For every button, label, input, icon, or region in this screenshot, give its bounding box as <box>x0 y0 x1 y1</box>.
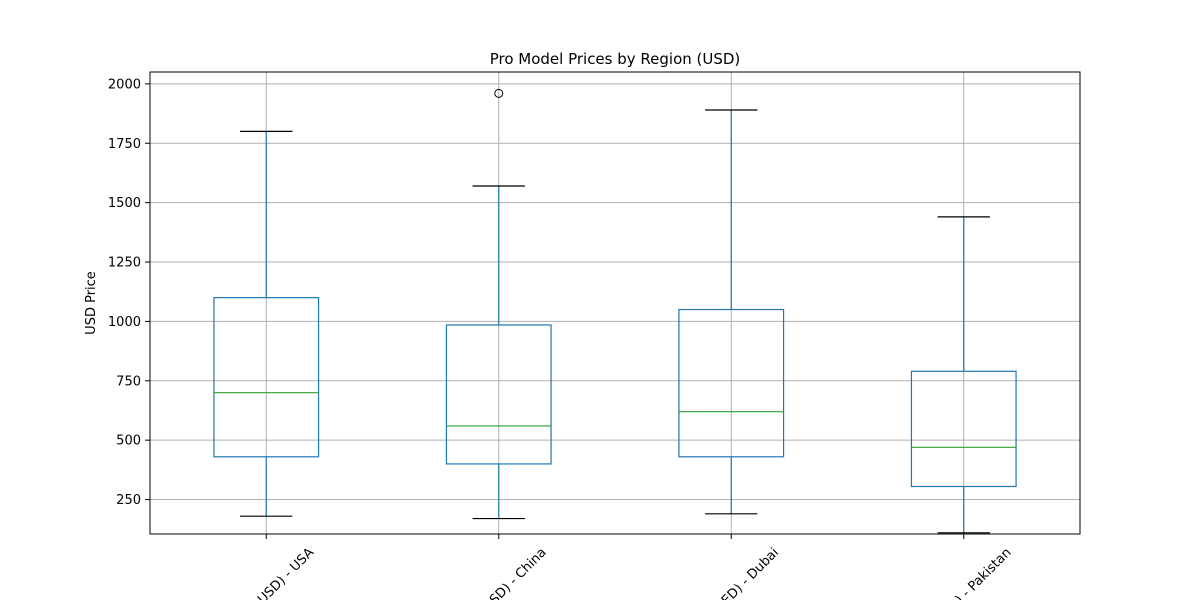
y-tick-label: 750 <box>116 374 141 389</box>
grid-layer <box>150 72 1080 534</box>
box-group <box>678 109 785 515</box>
y-tick-label: 1500 <box>108 196 141 211</box>
y-tick-label: 500 <box>116 434 141 449</box>
box-iqr <box>213 297 320 458</box>
x-tick-label: SD) - China <box>487 545 550 600</box>
box-group <box>910 216 1017 534</box>
box-iqr <box>678 308 785 458</box>
x-tick-label: USD) - USA <box>255 545 317 600</box>
x-tick-label: ) - Pakistan <box>953 545 1015 600</box>
box-iqr <box>445 324 552 465</box>
y-ticks: 250 500 750 1000 1250 1500 1750 2000 <box>108 77 150 508</box>
box-iqr <box>910 370 1017 488</box>
y-tick-label: 250 <box>116 493 141 508</box>
box-group <box>213 130 320 517</box>
y-tick-label: 1750 <box>108 137 141 152</box>
x-ticks: USD) - USA SD) - China ED) - Dubai ) - Paki… <box>255 534 1015 600</box>
y-tick-label: 1250 <box>108 256 141 271</box>
chart-title: Pro Model Prices by Region (USD) <box>490 50 741 68</box>
y-tick-label: 1000 <box>108 315 141 330</box>
x-tick-label: ED) - Dubai <box>719 545 782 600</box>
box-group <box>445 88 552 520</box>
plot-frame <box>149 71 1081 535</box>
outlier-point <box>494 88 504 98</box>
box-layer <box>213 88 1017 534</box>
y-axis-label: USD Price <box>84 271 99 335</box>
y-tick-label: 2000 <box>108 77 141 92</box>
